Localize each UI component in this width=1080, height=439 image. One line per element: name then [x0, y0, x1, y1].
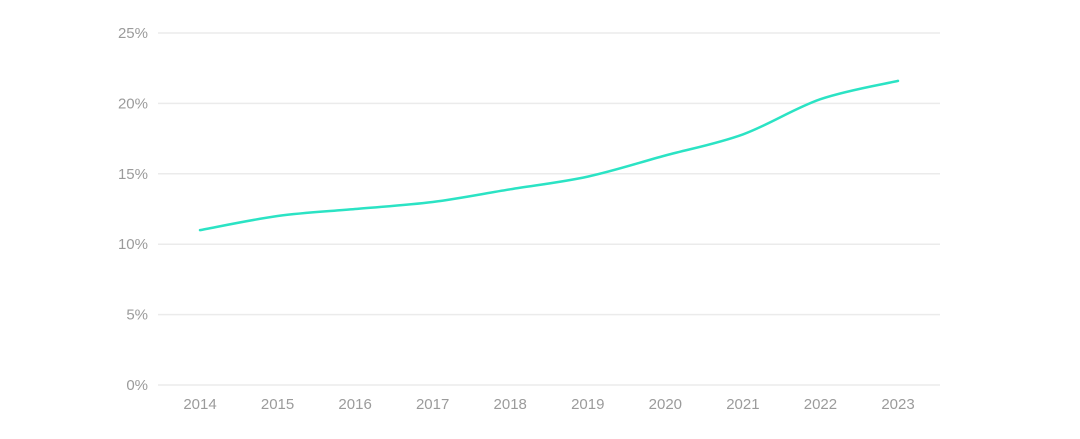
x-axis-tick-label: 2023 — [881, 396, 914, 413]
y-axis-tick-label: 25% — [118, 25, 148, 42]
y-axis-tick-label: 5% — [126, 307, 148, 324]
x-axis-tick-label: 2021 — [726, 396, 759, 413]
y-axis-tick-label: 20% — [118, 95, 148, 112]
y-axis-tick-label: 10% — [118, 236, 148, 253]
x-axis-tick-label: 2018 — [494, 396, 527, 413]
x-axis-tick-label: 2022 — [804, 396, 837, 413]
y-axis-tick-label: 0% — [126, 377, 148, 394]
x-axis-tick-label: 2017 — [416, 396, 449, 413]
x-axis-tick-label: 2019 — [571, 396, 604, 413]
trend-line — [198, 79, 900, 232]
y-axis-tick-label: 15% — [118, 166, 148, 183]
x-axis-tick-label: 2015 — [261, 396, 294, 413]
x-axis-tick-label: 2016 — [338, 396, 371, 413]
x-axis-tick-label: 2014 — [183, 396, 216, 413]
x-axis-tick-label: 2020 — [649, 396, 682, 413]
